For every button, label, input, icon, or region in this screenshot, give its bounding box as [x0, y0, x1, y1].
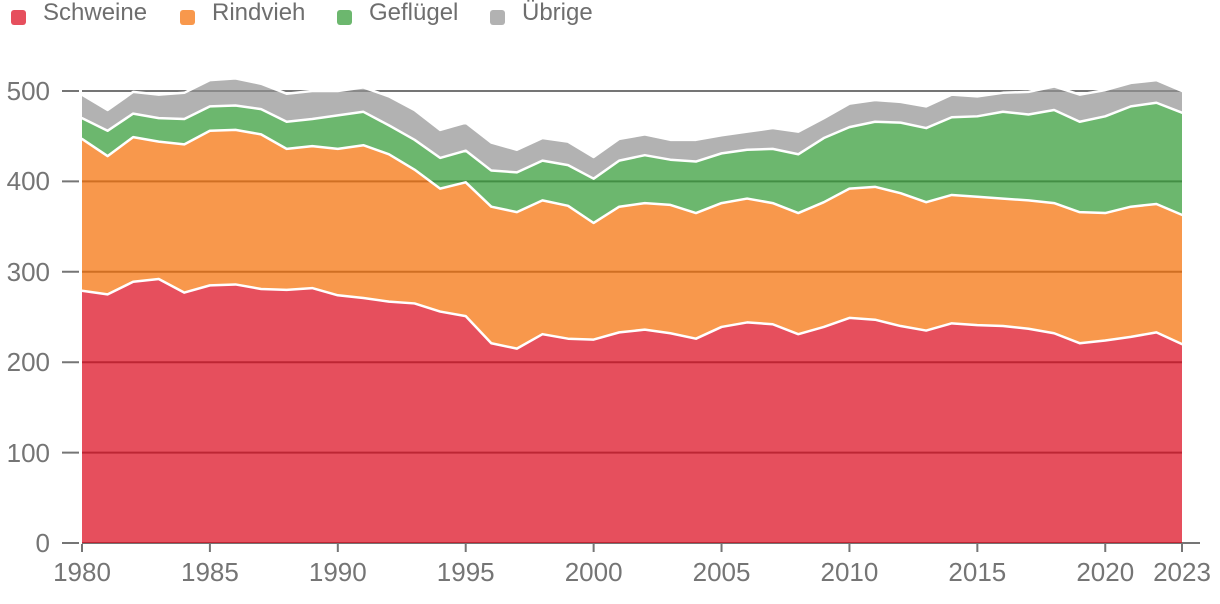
separator-rindvieh	[80, 128, 1184, 225]
rindvieh-swatch-icon	[180, 9, 195, 25]
schweine-swatch-icon	[11, 9, 26, 25]
x-axis-label-2005: 2005	[692, 557, 751, 587]
legend-label: Übrige	[522, 0, 593, 26]
separator-übrige	[80, 77, 1184, 159]
x-axis-label-2015: 2015	[948, 557, 1007, 587]
x-axis-label-2010: 2010	[820, 557, 879, 587]
legend-label: Geflügel	[369, 0, 459, 26]
uebrige-swatch-icon	[490, 9, 505, 25]
y-axis-label-200: 200	[6, 347, 50, 378]
y-axis-label-300: 300	[6, 256, 50, 287]
x-axis-label-1980: 1980	[53, 557, 111, 587]
area-geflügel	[82, 102, 1182, 223]
y-axis-label-400: 400	[6, 166, 50, 197]
separator-geflügel	[80, 101, 1184, 180]
separator-schweine	[80, 277, 1184, 350]
y-axis-label-500: 500	[6, 76, 50, 106]
legend-item-gefluegel[interactable]: Geflügel	[337, 0, 459, 32]
legend: Schweine Rindvieh Geflügel Übrige	[0, 0, 1220, 32]
legend-label: Rindvieh	[212, 0, 306, 26]
legend-label: Schweine	[43, 0, 148, 26]
y-axis-label-0: 0	[35, 528, 50, 558]
area-rindvieh	[82, 129, 1182, 349]
x-axis-label-2023: 2023	[1153, 557, 1211, 587]
x-axis-label-1985: 1985	[180, 557, 239, 587]
x-axis-label-1990: 1990	[308, 557, 367, 587]
x-axis-label-2020: 2020	[1076, 557, 1135, 587]
legend-item-uebrige[interactable]: Übrige	[490, 0, 593, 32]
x-axis-label-2000: 2000	[564, 557, 623, 587]
gefluegel-swatch-icon	[337, 9, 352, 25]
x-axis-label-1995: 1995	[436, 557, 495, 587]
area-schweine	[82, 279, 1182, 543]
y-axis-label-100: 100	[6, 437, 50, 468]
legend-item-rindvieh[interactable]: Rindvieh	[180, 0, 306, 32]
legend-item-schweine[interactable]: Schweine	[11, 0, 148, 32]
